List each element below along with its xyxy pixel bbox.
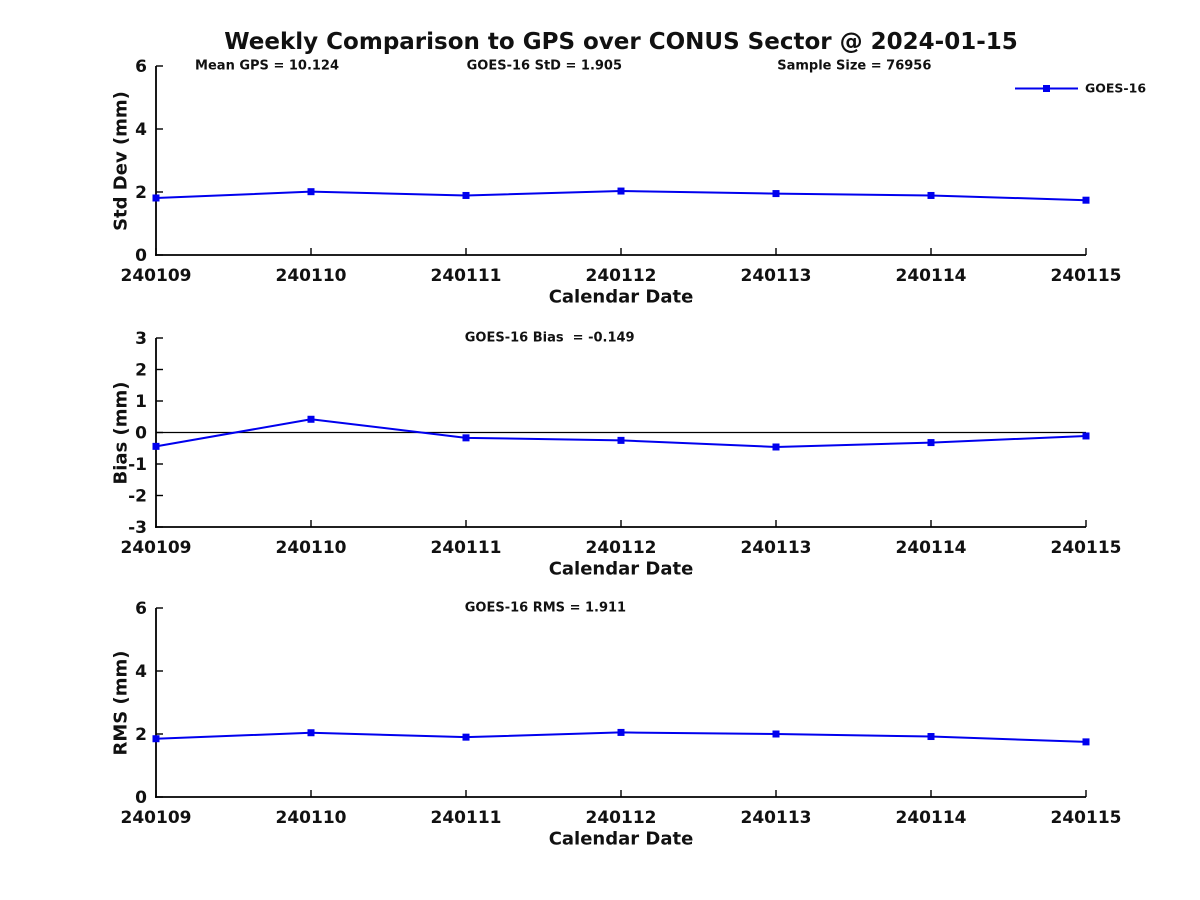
subplot-rms-vs-date-y-axis-label: RMS (mm): [110, 650, 132, 755]
subplot-std-dev-vs-date-y-axis-label: Std Dev (mm): [110, 90, 132, 231]
subplot-bias-vs-date-x-tick-label: 240113: [741, 538, 812, 558]
subplot-std-dev-vs-date-data-point-marker: [617, 187, 625, 195]
subplot-std-dev-vs-date-data-point-marker: [1082, 196, 1090, 204]
subplot-std-dev-vs-date-x-tick-label: 240114: [896, 266, 967, 286]
subplot-bias-vs-date-data-point-marker: [772, 443, 780, 451]
subplot-rms-vs-date-data-point-marker: [617, 728, 625, 736]
subplot-std-dev-vs-date-data-point-marker: [462, 191, 470, 199]
subplot-rms-vs-date-data-point-marker: [152, 735, 160, 743]
subplot-bias-vs-date-y-tick-label: 2: [135, 361, 147, 381]
subplot-bias-vs-date-x-tick-label: 240111: [431, 538, 502, 558]
subplot-bias-vs-date-y-tick-label: 3: [135, 329, 147, 349]
subplot-std-dev-vs-date-annotation-1: GOES-16 StD = 1.905: [466, 58, 623, 74]
subplot-bias-vs-date-annotation-0: GOES-16 Bias = -0.149: [464, 330, 635, 346]
subplot-bias-vs-date-data-point-marker: [927, 439, 935, 447]
subplot-bias-vs-date-x-axis-label: Calendar Date: [548, 558, 694, 580]
subplot-bias-vs-date-data-point-marker: [152, 442, 160, 450]
subplot-rms-vs-date-annotation-0: GOES-16 RMS = 1.911: [464, 600, 627, 616]
subplot-rms-vs-date-data-point-marker: [307, 729, 315, 737]
legend-label: GOES-16: [1085, 80, 1147, 96]
subplot-rms-vs-date-data-point-marker: [462, 733, 470, 741]
subplot-std-dev-vs-date-x-tick-label: 240110: [276, 266, 347, 286]
subplot-bias-vs-date-x-tick-label: 240114: [896, 538, 967, 558]
subplot-std-dev-vs-date-data-point-marker: [152, 194, 160, 202]
subplot-rms-vs-date-y-tick-label: 0: [135, 788, 147, 808]
subplot-rms-vs-date-y-tick-label: 6: [135, 599, 147, 619]
subplot-rms-vs-date-x-tick-label: 240112: [586, 808, 657, 828]
subplot-bias-vs-date-data-point-marker: [617, 436, 625, 444]
subplot-std-dev-vs-date-x-axis-label: Calendar Date: [548, 286, 694, 308]
subplot-rms-vs-date-y-tick-label: 2: [135, 725, 147, 745]
subplot-rms-vs-date-x-tick-label: 240111: [431, 808, 502, 828]
subplot-bias-vs-date-data-point-marker: [307, 415, 315, 423]
subplot-std-dev-vs-date-x-tick-label: 240115: [1051, 266, 1122, 286]
subplot-std-dev-vs-date-y-tick-label: 0: [135, 246, 147, 266]
subplot-rms-vs-date-data-point-marker: [927, 733, 935, 741]
subplot-bias-vs-date-data-point-marker: [462, 434, 470, 442]
subplot-rms-vs-date-data-point-marker: [1082, 738, 1090, 746]
subplot-bias-vs-date-y-tick-label: 1: [135, 392, 147, 412]
subplot-rms-vs-date-x-tick-label: 240110: [276, 808, 347, 828]
subplot-bias-vs-date-x-tick-label: 240112: [586, 538, 657, 558]
subplot-rms-vs-date-x-tick-label: 240109: [121, 808, 192, 828]
subplot-bias-vs-date-y-tick-label: 0: [135, 424, 147, 444]
subplot-std-dev-vs-date-annotation-0: Mean GPS = 10.124: [195, 58, 340, 74]
subplot-bias-vs-date-y-axis-label: Bias (mm): [110, 381, 132, 484]
subplot-std-dev-vs-date-data-point-marker: [307, 188, 315, 196]
subplot-std-dev-vs-date-annotation-2: Sample Size = 76956: [777, 58, 932, 74]
legend: GOES-16: [1015, 81, 1146, 96]
subplot-bias-vs-date-x-tick-label: 240110: [276, 538, 347, 558]
subplot-bias-vs-date-x-tick-label: 240109: [121, 538, 192, 558]
subplot-rms-vs-date-y-tick-label: 4: [135, 662, 147, 682]
subplot-std-dev-vs-date-x-tick-label: 240113: [741, 266, 812, 286]
subplot-bias-vs-date-y-tick-label: -2: [128, 487, 147, 507]
subplot-std-dev-vs-date-x-tick-label: 240109: [121, 266, 192, 286]
subplot-bias-vs-date-y-tick-label: -1: [128, 455, 147, 475]
subplot-rms-vs-date-x-axis-label: Calendar Date: [548, 828, 694, 850]
subplot-std-dev-vs-date-data-point-marker: [772, 190, 780, 198]
subplot-bias-vs-date-y-tick-label: -3: [128, 518, 147, 538]
subplot-rms-vs-date-data-point-marker: [772, 730, 780, 738]
subplot-bias-vs-date-data-point-marker: [1082, 432, 1090, 440]
subplot-std-dev-vs-date-data-point-marker: [927, 191, 935, 199]
subplot-std-dev-vs-date-y-tick-label: 4: [135, 120, 147, 140]
figure-title: Weekly Comparison to GPS over CONUS Sect…: [224, 29, 1018, 55]
subplot-std-dev-vs-date-y-tick-label: 6: [135, 57, 147, 77]
subplot-rms-vs-date-x-tick-label: 240113: [741, 808, 812, 828]
subplot-bias-vs-date-x-tick-label: 240115: [1051, 538, 1122, 558]
subplot-std-dev-vs-date-x-tick-label: 240111: [431, 266, 502, 286]
legend-line-marker-icon: [1015, 84, 1078, 92]
subplot-std-dev-vs-date-y-tick-label: 2: [135, 183, 147, 203]
subplot-rms-vs-date-x-tick-label: 240115: [1051, 808, 1122, 828]
subplot-std-dev-vs-date-x-tick-label: 240112: [586, 266, 657, 286]
subplot-rms-vs-date-x-tick-label: 240114: [896, 808, 967, 828]
